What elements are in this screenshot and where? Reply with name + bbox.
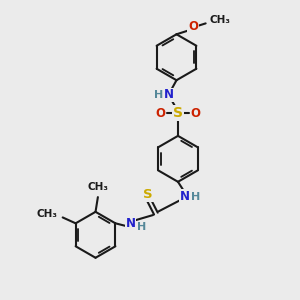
Text: CH₃: CH₃	[37, 208, 58, 219]
Text: H: H	[154, 90, 163, 100]
Text: N: N	[126, 218, 136, 230]
Text: H: H	[191, 191, 200, 202]
Text: N: N	[180, 190, 190, 203]
Text: H: H	[136, 222, 146, 232]
Text: O: O	[190, 107, 201, 120]
Text: S: S	[173, 106, 183, 120]
Text: N: N	[164, 88, 174, 101]
Text: O: O	[188, 20, 198, 33]
Text: S: S	[143, 188, 152, 201]
Text: O: O	[155, 107, 165, 120]
Text: CH₃: CH₃	[209, 15, 230, 25]
Text: CH₃: CH₃	[88, 182, 109, 192]
